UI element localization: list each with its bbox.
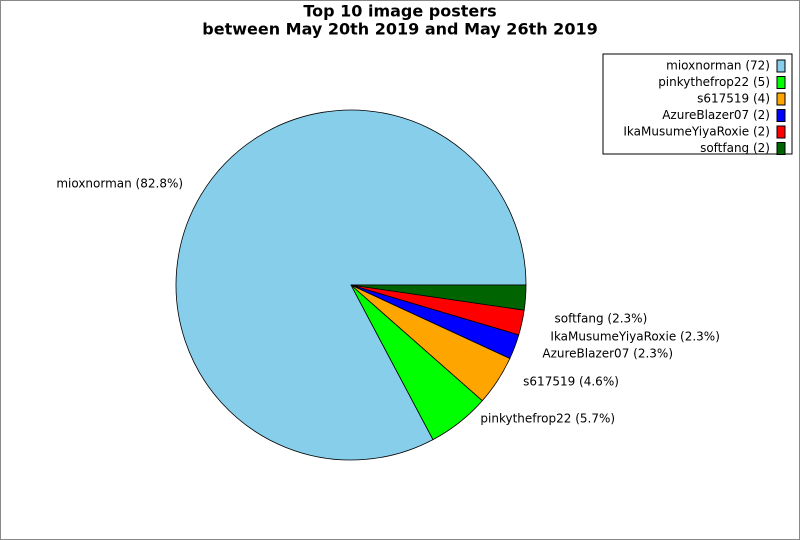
legend-label: softfang (2) <box>700 141 770 155</box>
slice-label: s617519 (4.6%) <box>523 375 619 389</box>
chart-title: Top 10 image posters <box>303 2 496 21</box>
legend-swatch <box>776 92 786 106</box>
legend-swatch <box>776 109 786 122</box>
pie-slice <box>350 284 527 311</box>
legend-label: mioxnorman (72) <box>666 59 770 73</box>
legend-swatch <box>776 125 786 139</box>
legend-label: s617519 (4) <box>697 92 770 106</box>
legend-label: IkaMusumeYiyaRoxie (2) <box>623 125 770 139</box>
legend-swatch <box>776 142 786 155</box>
chart-subtitle: between May 20th 2019 and May 26th 2019 <box>202 20 597 39</box>
slice-label: pinkythefrop22 (5.7%) <box>480 411 615 425</box>
legend-swatch <box>776 76 786 89</box>
slice-label: IkaMusumeYiyaRoxie (2.3%) <box>550 330 719 344</box>
legend-label: AzureBlazer07 (2) <box>662 108 770 122</box>
legend-box <box>602 53 793 155</box>
legend-swatch <box>776 59 786 73</box>
slice-label: AzureBlazer07 (2.3%) <box>542 347 673 361</box>
slice-label: mioxnorman (82.8%) <box>56 176 183 190</box>
slice-label: softfang (2.3%) <box>554 312 647 326</box>
legend-label: pinkythefrop22 (5) <box>658 75 770 89</box>
